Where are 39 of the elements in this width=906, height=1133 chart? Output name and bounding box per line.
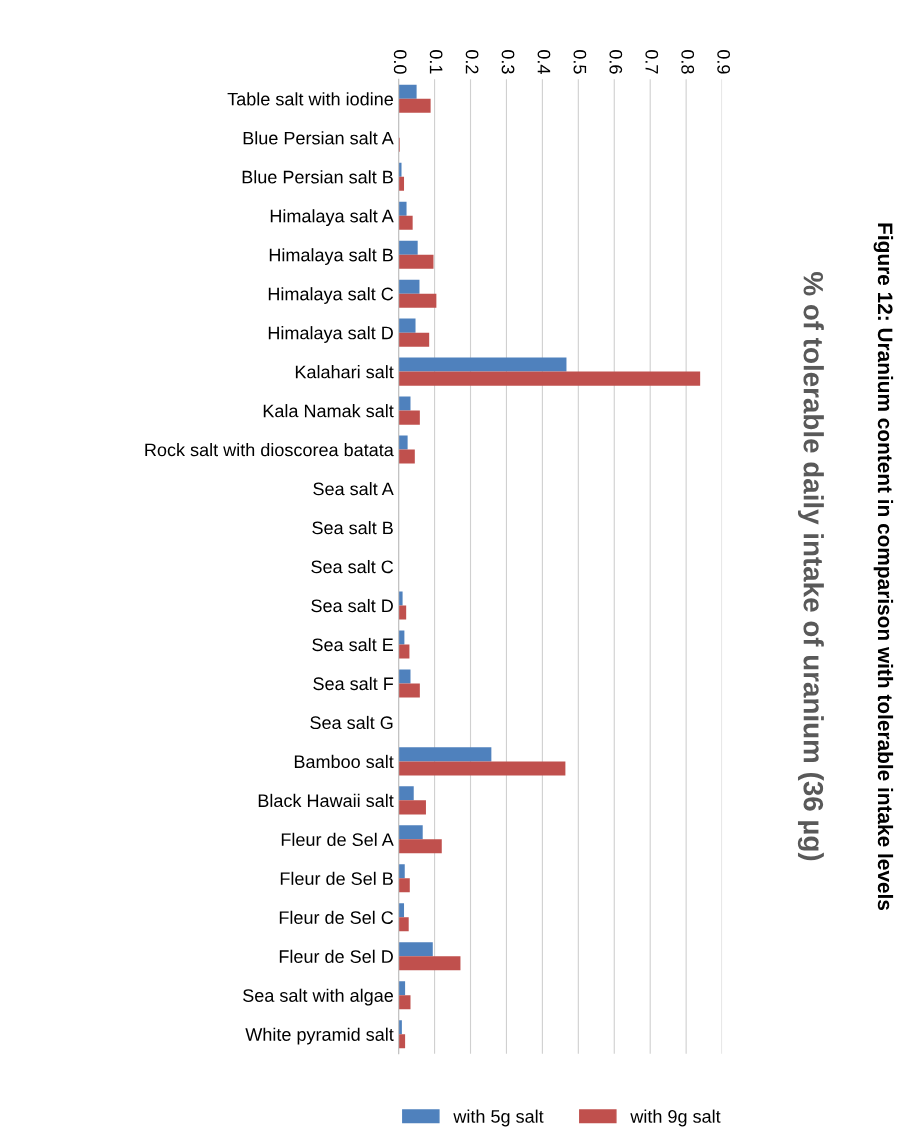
y-tick-label: Rock salt with dioscorea batata: [145, 443, 394, 457]
y-tick-label: Himalaya salt D: [268, 326, 393, 343]
y-tick-label: White pyramid salt: [245, 1027, 394, 1045]
legend-label: with 5g salt: [453, 1109, 544, 1127]
y-tick-label: Sea salt with algae: [243, 988, 393, 1006]
x-tick-label: 0.2: [465, 50, 479, 74]
y-tick-label: Kala Namak salt: [263, 404, 394, 418]
y-tick-label: Sea salt D: [311, 598, 393, 613]
y-tick-label: Black Hawaii salt: [258, 793, 394, 808]
y-tick-label: Blue Persian salt A: [243, 131, 394, 145]
y-tick-label: Table salt with iodine: [227, 92, 393, 106]
x-tick-label: 0.5: [573, 50, 587, 74]
y-tick-label: Sea salt F: [313, 676, 394, 691]
y-tick-label: Sea salt E: [312, 637, 394, 652]
x-tick-label: 0.1: [429, 50, 443, 74]
y-tick-label: Himalaya salt B: [269, 248, 393, 265]
x-tick-label: 0.9: [717, 50, 731, 74]
x-tick-label: 0.4: [537, 50, 551, 74]
x-tick-label: 0.3: [501, 50, 515, 74]
y-tick-label: Blue Persian salt B: [242, 170, 393, 184]
y-tick-label: Sea salt C: [311, 559, 394, 574]
x-tick-label: 0.7: [645, 50, 659, 74]
y-tick-label: Himalaya salt A: [270, 209, 394, 227]
y-tick-label: Sea salt B: [312, 520, 393, 535]
y-tick-label: Fleur de Sel A: [281, 832, 394, 847]
x-tick-label: 0.6: [609, 50, 623, 74]
y-tick-label: Bamboo salt: [294, 754, 394, 769]
x-tick-label: 0.8: [681, 50, 695, 74]
text: Figure 12: Uranium content in comparison with tolerable intake levels: [873, 223, 894, 911]
y-tick-label: Fleur de Sel B: [280, 871, 393, 886]
y-tick-label: Himalaya salt C: [268, 287, 394, 304]
y-tick-label: Fleur de Sel D: [279, 949, 393, 963]
y-tick-label: Sea salt G: [310, 715, 393, 730]
x-tick-label: 0.0: [393, 50, 407, 74]
text: % of tolerable daily intake of uranium (36 µg): [797, 272, 824, 861]
y-tick-label: Kalahari salt: [295, 365, 394, 379]
y-tick-label: Fleur de Sel C: [279, 910, 394, 924]
y-tick-label: Sea salt A: [313, 482, 394, 496]
legend-label: with 9g salt: [630, 1109, 721, 1127]
